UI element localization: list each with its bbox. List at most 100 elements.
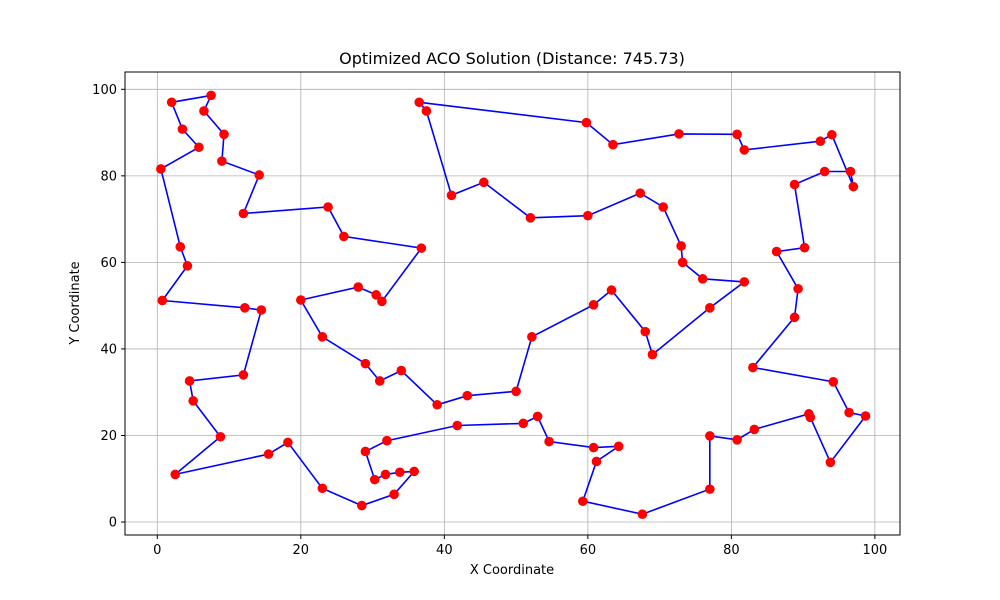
- city-point: [828, 377, 839, 387]
- city-point: [296, 295, 306, 305]
- city-point: [317, 483, 328, 494]
- city-point: [416, 243, 427, 253]
- x-tick-label: 100: [862, 543, 887, 558]
- city-point: [518, 418, 529, 429]
- city-point: [697, 274, 708, 284]
- city-point: [732, 435, 742, 445]
- city-point: [206, 90, 216, 101]
- city-point: [156, 164, 166, 174]
- city-point: [676, 241, 686, 251]
- city-point: [581, 117, 592, 128]
- city-point: [591, 456, 602, 467]
- city-point: [432, 399, 442, 410]
- city-point: [805, 412, 816, 423]
- city-point: [705, 484, 715, 494]
- city-point: [217, 156, 227, 166]
- city-point: [256, 305, 267, 315]
- city-point: [170, 469, 181, 480]
- x-tick-label: 80: [723, 543, 740, 558]
- city-point: [732, 129, 742, 140]
- city-point: [739, 145, 750, 155]
- city-point: [478, 177, 489, 188]
- city-point: [323, 202, 333, 212]
- city-point: [511, 386, 521, 397]
- city-point: [860, 411, 871, 421]
- city-point: [446, 190, 457, 201]
- city-point: [674, 129, 684, 139]
- city-point: [182, 261, 193, 271]
- city-points: [156, 90, 871, 520]
- city-point: [635, 188, 646, 198]
- city-point: [184, 376, 195, 386]
- city-point: [705, 303, 715, 313]
- city-point: [544, 436, 554, 447]
- city-point: [188, 396, 198, 406]
- city-point: [588, 299, 599, 310]
- x-tick-label: 60: [580, 543, 597, 558]
- city-point: [739, 277, 750, 287]
- grid-lines: [125, 72, 900, 535]
- city-point: [263, 449, 274, 459]
- city-point: [177, 124, 188, 134]
- city-point: [748, 362, 758, 373]
- city-point: [705, 431, 715, 441]
- city-point: [283, 437, 293, 448]
- city-point: [799, 242, 810, 253]
- city-point: [409, 466, 419, 477]
- city-point: [357, 500, 367, 511]
- city-point: [845, 166, 856, 177]
- city-point: [608, 139, 618, 150]
- y-tick-label: 0: [109, 516, 117, 531]
- city-point: [238, 208, 249, 219]
- city-point: [371, 290, 381, 300]
- city-point: [789, 312, 800, 323]
- city-point: [396, 365, 407, 376]
- y-tick-label: 20: [100, 429, 117, 444]
- city-point: [240, 303, 250, 313]
- y-axis-label: Y Coordinate: [68, 261, 83, 345]
- city-point: [254, 170, 264, 180]
- city-point: [827, 129, 837, 140]
- city-point: [175, 242, 186, 252]
- city-point: [637, 509, 648, 520]
- city-point: [353, 282, 364, 292]
- x-tick-label: 20: [293, 543, 310, 558]
- city-point: [525, 213, 536, 223]
- city-point: [462, 390, 473, 401]
- city-point: [658, 202, 668, 212]
- city-point: [606, 285, 617, 295]
- city-point: [380, 469, 391, 480]
- city-point: [339, 231, 349, 242]
- chart-title: Optimized ACO Solution (Distance: 745.73…: [339, 49, 685, 68]
- city-point: [317, 332, 328, 342]
- city-point: [815, 136, 826, 147]
- y-tick-label: 40: [100, 342, 117, 357]
- city-point: [647, 349, 658, 360]
- city-point: [578, 496, 588, 507]
- city-point: [771, 246, 782, 257]
- y-tick-label: 60: [100, 256, 117, 271]
- city-point: [377, 296, 387, 307]
- city-point: [532, 411, 543, 422]
- city-point: [825, 457, 836, 468]
- city-point: [374, 376, 385, 386]
- city-point: [844, 407, 854, 418]
- city-point: [677, 257, 688, 268]
- city-point: [749, 424, 760, 435]
- city-point: [360, 358, 371, 369]
- city-point: [369, 474, 380, 485]
- city-point: [527, 332, 537, 342]
- city-point: [199, 106, 209, 116]
- city-point: [640, 326, 651, 337]
- city-point: [819, 166, 830, 177]
- city-point: [215, 431, 226, 442]
- city-point: [452, 420, 463, 431]
- city-point: [395, 467, 405, 478]
- city-point: [793, 283, 803, 294]
- city-point: [389, 489, 399, 500]
- city-point: [421, 106, 432, 116]
- city-point: [382, 435, 392, 446]
- y-tick-label: 80: [100, 169, 117, 184]
